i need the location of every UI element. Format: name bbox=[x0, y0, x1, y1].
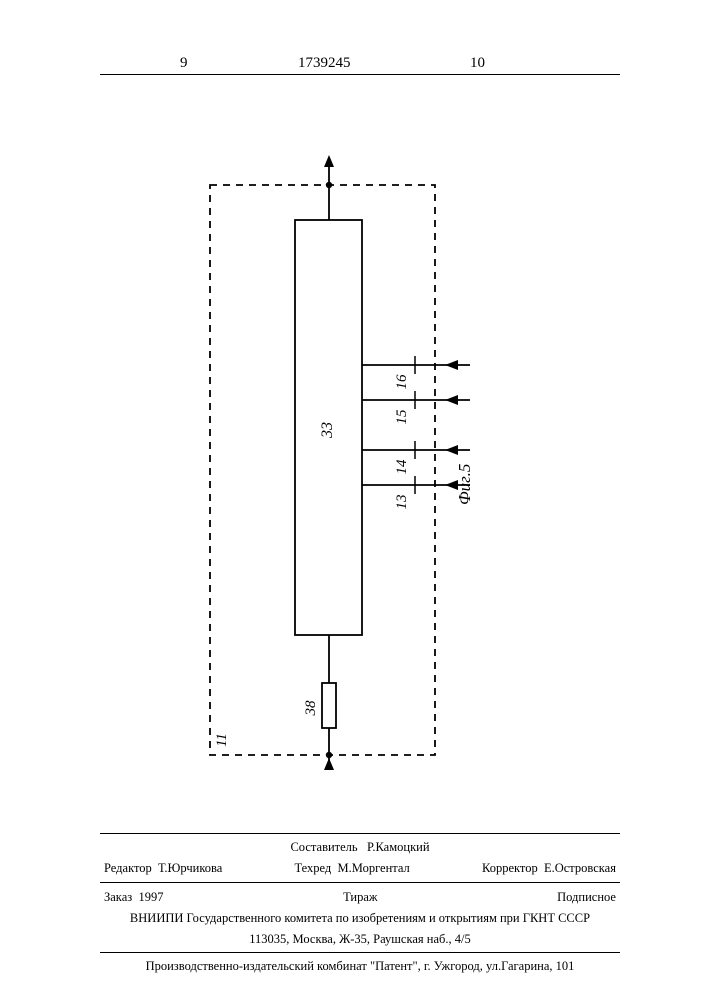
printer-line: Производственно-издательский комбинат "П… bbox=[100, 956, 620, 976]
input-16-label: 16 bbox=[394, 374, 410, 390]
compiler-name: Р.Камоцкий bbox=[367, 840, 430, 854]
page: 9 1739245 10 33 11 38 bbox=[0, 0, 707, 1000]
page-num-left: 9 bbox=[180, 55, 188, 72]
input-16: 16 bbox=[362, 356, 470, 390]
footer-block: Составитель Р.Камоцкий Редактор Т.Юрчико… bbox=[100, 830, 620, 976]
editor-cell: Редактор Т.Юрчикова bbox=[104, 859, 222, 877]
editor-name: Т.Юрчикова bbox=[158, 861, 222, 875]
outer-boundary-label: 11 bbox=[214, 733, 230, 747]
input-15-label: 15 bbox=[394, 409, 410, 425]
document-number: 1739245 bbox=[298, 55, 351, 72]
footer-rule-3 bbox=[100, 952, 620, 953]
page-num-right: 10 bbox=[470, 55, 485, 72]
output-arrowhead bbox=[324, 155, 334, 167]
input-14: 14 bbox=[362, 441, 470, 475]
figure-label: Фиг.5 bbox=[455, 464, 474, 505]
institution-line-1: ВНИИПИ Государственного комитета по изоб… bbox=[100, 908, 620, 928]
compiler-label: Составитель bbox=[290, 840, 357, 854]
compiler-line: Составитель Р.Камоцкий bbox=[100, 837, 620, 857]
corrector-cell: Корректор Е.Островская bbox=[482, 859, 616, 877]
input-13: 13 bbox=[362, 476, 470, 510]
editor-label: Редактор bbox=[104, 861, 152, 875]
credits-row: Редактор Т.Юрчикова Техред М.Моргентал К… bbox=[100, 857, 620, 879]
main-block-label: 33 bbox=[319, 422, 336, 439]
footer-rule-2 bbox=[100, 882, 620, 883]
zakaz-cell: Заказ 1997 bbox=[104, 888, 163, 906]
podpis-label: Подписное bbox=[557, 888, 616, 906]
institution-line-2: 113035, Москва, Ж-35, Раушская наб., 4/5 bbox=[100, 929, 620, 949]
zakaz-label: Заказ bbox=[104, 890, 132, 904]
figure-5-diagram: 33 11 38 bbox=[170, 150, 510, 770]
footer-rule-1 bbox=[100, 833, 620, 834]
corrector-label: Корректор bbox=[482, 861, 538, 875]
input-arrowhead bbox=[324, 758, 334, 770]
tirazh-label: Тираж bbox=[343, 888, 377, 906]
techred-cell: Техред М.Моргентал bbox=[294, 859, 409, 877]
techred-label: Техред bbox=[294, 861, 331, 875]
techred-name: М.Моргентал bbox=[338, 861, 410, 875]
resistor bbox=[322, 683, 336, 728]
header-rule bbox=[100, 74, 620, 75]
zakaz-num: 1997 bbox=[138, 890, 163, 904]
input-13-label: 13 bbox=[394, 495, 410, 510]
order-row: Заказ 1997 Тираж Подписное bbox=[100, 886, 620, 908]
input-15: 15 bbox=[362, 391, 470, 425]
corrector-name: Е.Островская bbox=[544, 861, 616, 875]
input-14-label: 14 bbox=[394, 459, 410, 475]
resistor-label: 38 bbox=[303, 700, 319, 717]
